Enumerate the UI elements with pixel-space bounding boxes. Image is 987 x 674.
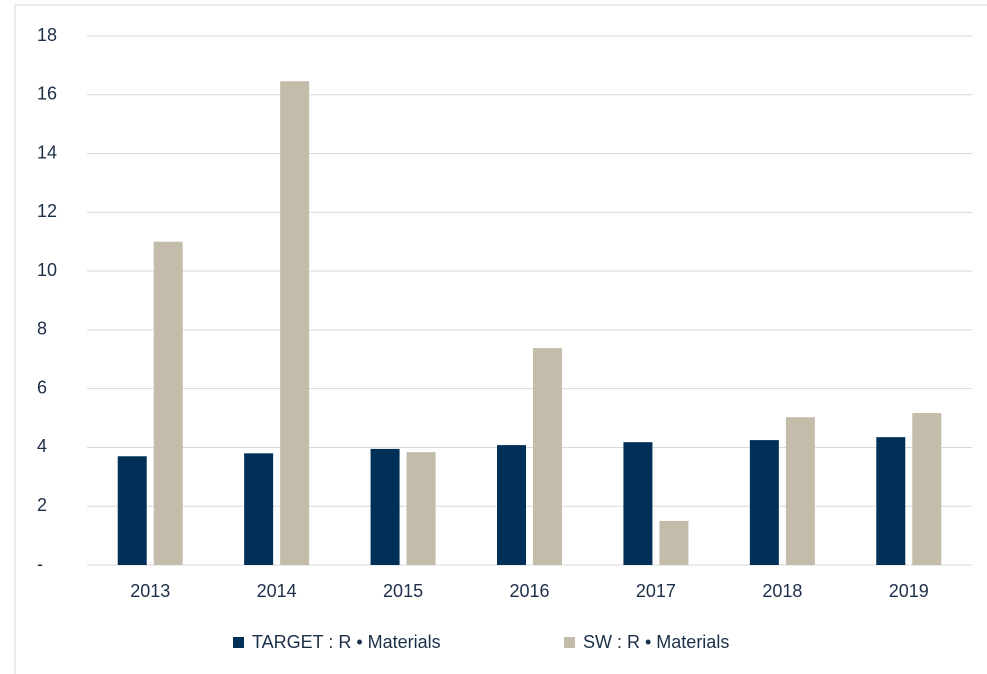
bar xyxy=(623,442,653,565)
x-tick-label: 2013 xyxy=(130,581,170,601)
bar xyxy=(749,440,779,565)
y-tick-label: 10 xyxy=(37,260,57,280)
bar xyxy=(497,445,526,565)
bar xyxy=(280,81,310,566)
y-tick-label: 2 xyxy=(37,495,47,515)
bar xyxy=(785,417,815,565)
y-tick-label: 4 xyxy=(37,436,47,456)
x-tick-label: 2018 xyxy=(762,581,802,601)
legend-label: TARGET : R • Materials xyxy=(252,632,441,652)
bar xyxy=(370,448,400,565)
x-tick-label: 2014 xyxy=(257,581,297,601)
legend-swatch xyxy=(233,637,244,648)
bar xyxy=(153,241,183,565)
bar xyxy=(117,456,147,565)
y-tick-label: 8 xyxy=(37,319,47,339)
y-tick-label: 6 xyxy=(37,377,47,397)
bar xyxy=(244,453,274,565)
y-tick-label: 16 xyxy=(37,84,57,104)
x-tick-label: 2016 xyxy=(509,581,549,601)
chart-frame xyxy=(14,4,987,674)
x-tick-label: 2017 xyxy=(636,581,676,601)
y-tick-label: 14 xyxy=(37,142,57,162)
y-tick-label: 12 xyxy=(37,201,57,221)
y-tick-label: - xyxy=(37,554,43,574)
legend-label: SW : R • Materials xyxy=(583,632,729,652)
bar xyxy=(659,520,689,565)
bar xyxy=(876,437,906,565)
bar xyxy=(533,348,562,565)
legend-swatch xyxy=(564,637,575,648)
x-tick-label: 2019 xyxy=(889,581,929,601)
bar xyxy=(912,413,942,565)
bar xyxy=(406,452,436,565)
y-tick-label: 18 xyxy=(37,25,57,45)
x-tick-label: 2015 xyxy=(383,581,423,601)
